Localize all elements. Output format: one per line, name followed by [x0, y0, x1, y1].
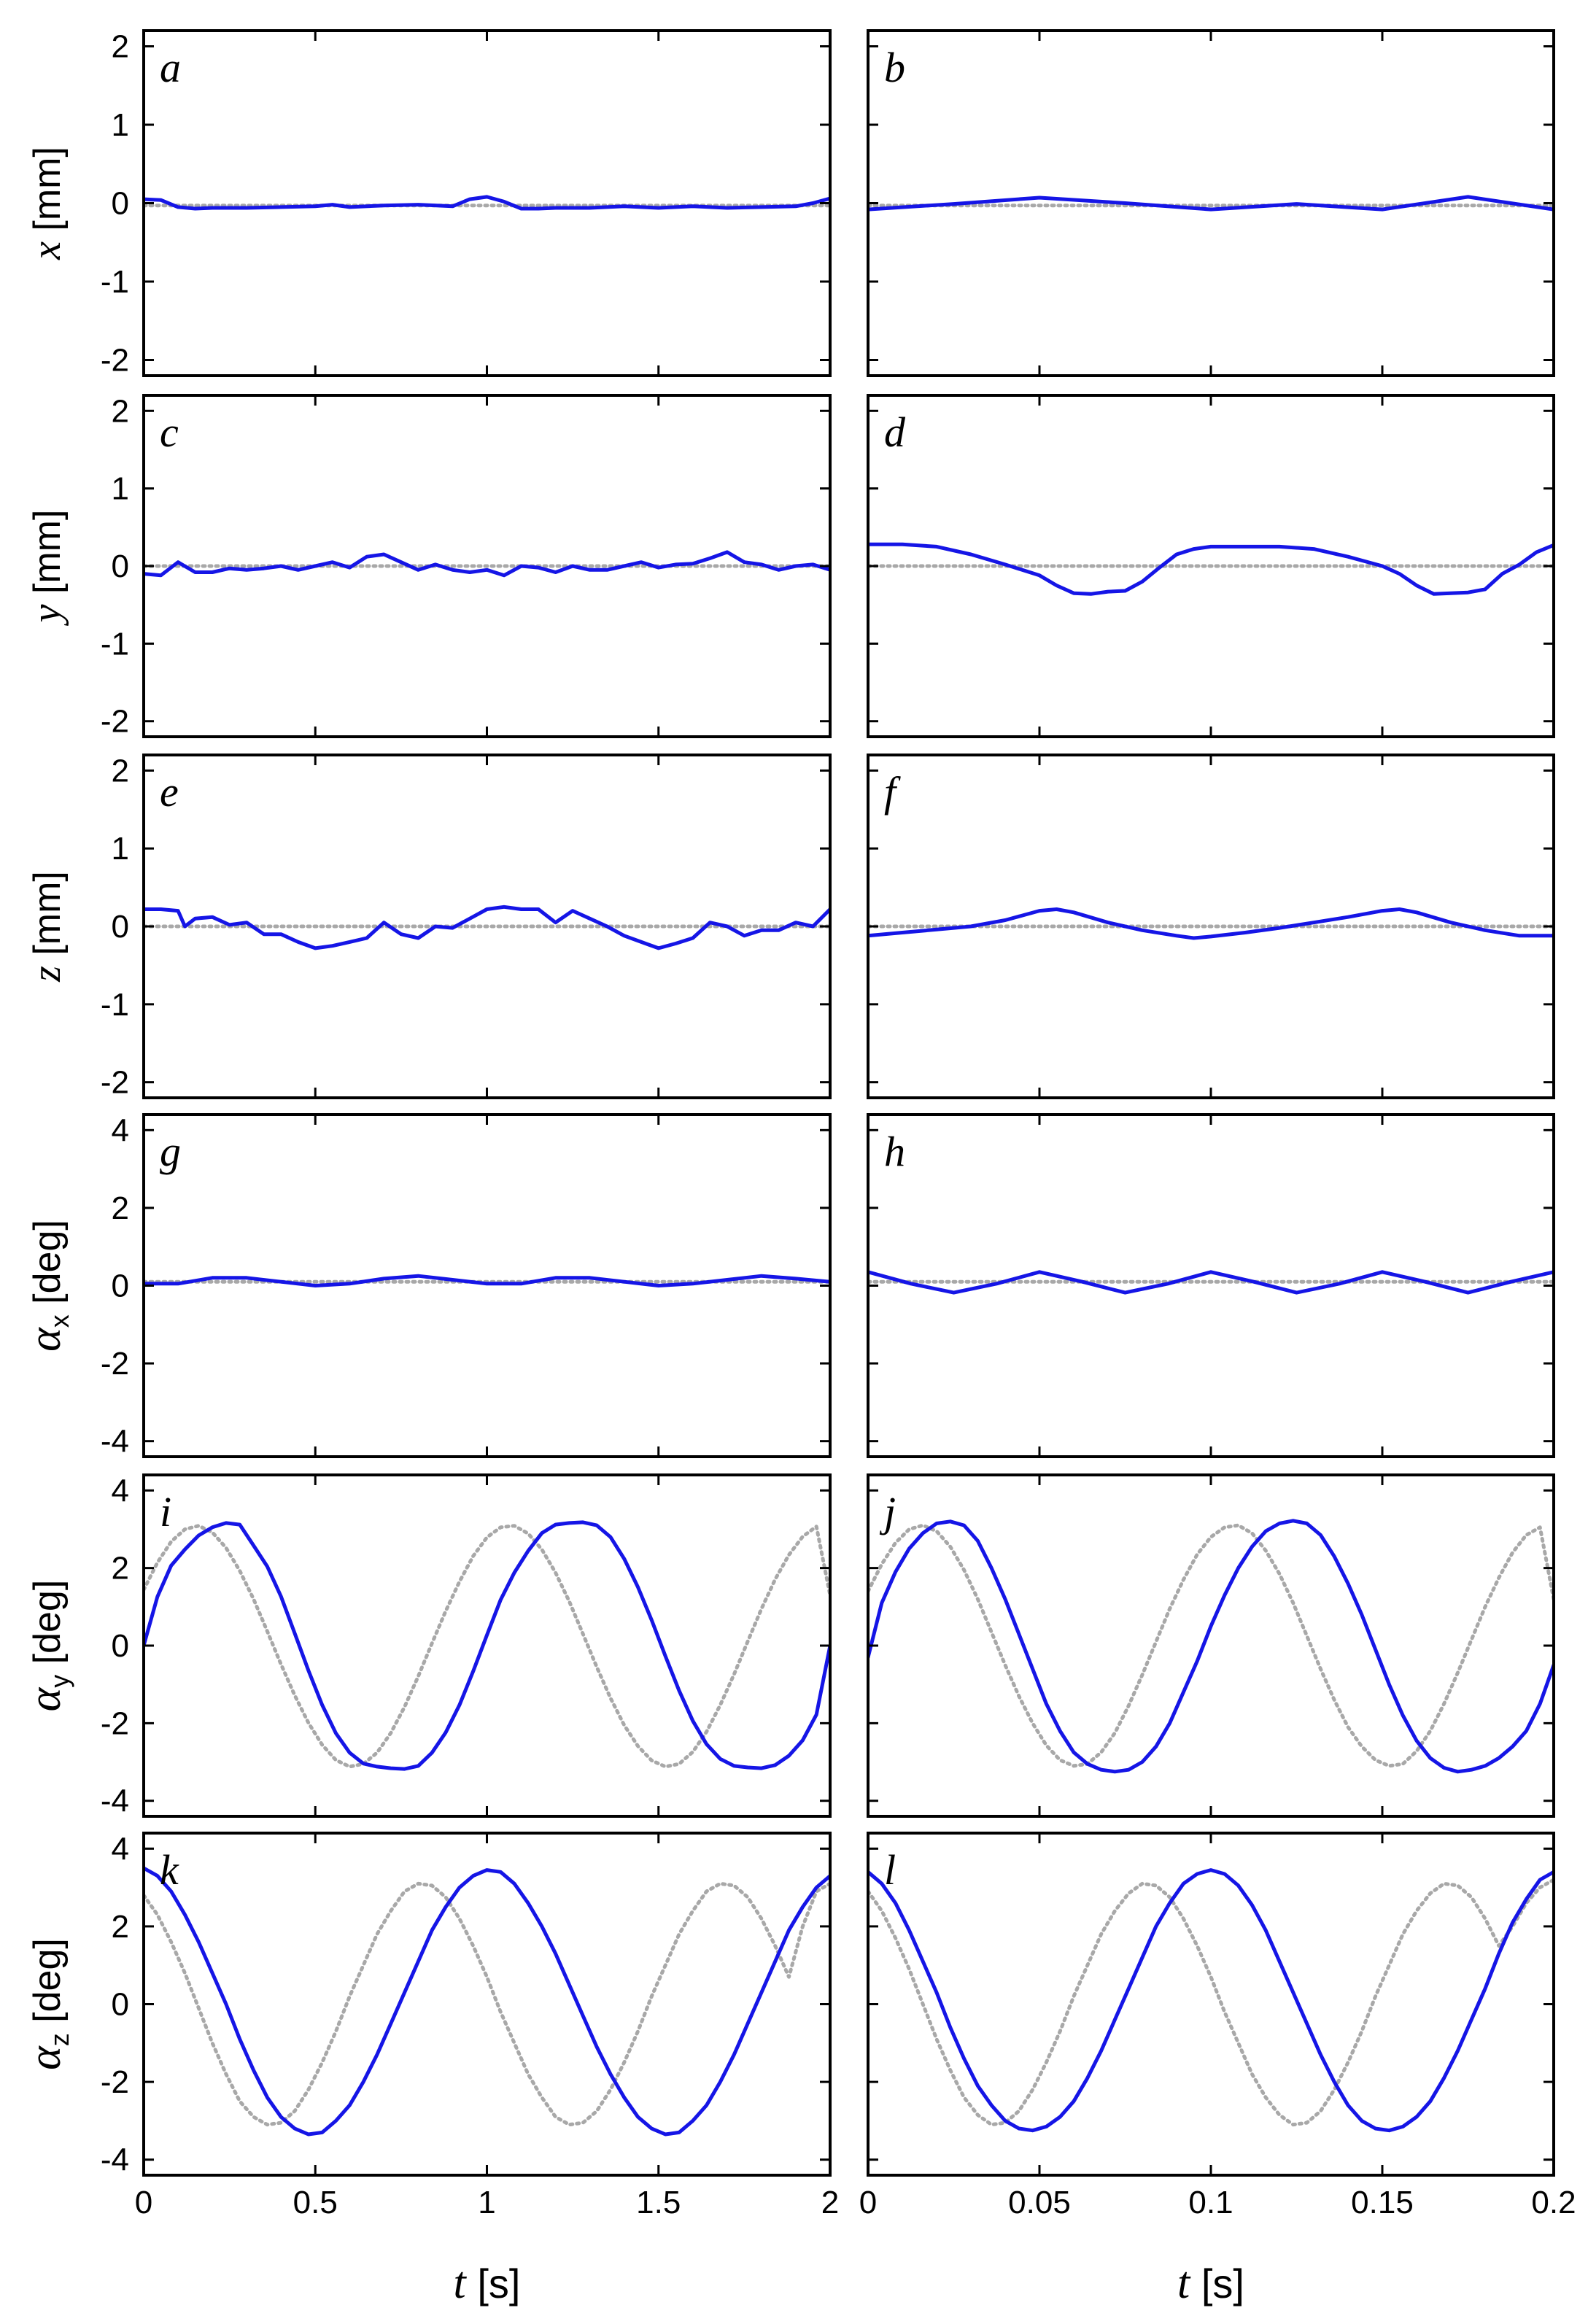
series-measured-line [144, 550, 830, 578]
ytick-label: -1 [101, 626, 129, 662]
series-reference-line [144, 1524, 830, 1769]
panel-d: d [867, 394, 1555, 738]
ytick-label: -2 [101, 1346, 129, 1382]
ytick-label: -4 [101, 1783, 129, 1819]
panel-i: -4 -2 0 2 4 i αy [deg] [20, 1473, 832, 1819]
panel-a: -2 -1 0 1 2 a x [mm] [24, 29, 832, 379]
panel-letter: e [160, 768, 179, 816]
ytick-label: 1 [112, 471, 129, 507]
ytick-label: -2 [101, 1065, 129, 1101]
ytick-label: 4 [112, 1473, 129, 1508]
xtick-label: 0.05 [1008, 2185, 1071, 2220]
ytick-label: -2 [101, 2064, 129, 2100]
xlabel-right: t [s] [1177, 2258, 1244, 2308]
panel-f: f [867, 754, 1555, 1099]
ytick-label: 0 [112, 1268, 129, 1304]
series-reference-line [144, 1881, 830, 2127]
ytick-label: 2 [112, 1551, 129, 1587]
panel-letter: l [884, 1846, 896, 1894]
axes-frame [142, 1113, 832, 1458]
panel-letter: h [884, 1128, 905, 1175]
axes-frame [867, 1473, 1555, 1818]
panel-j: j [867, 1473, 1555, 1818]
axes-frame [142, 1473, 832, 1818]
ytick-label: 0 [112, 1987, 129, 2023]
xtick-label: 2 [821, 2185, 839, 2220]
series-measured-line [144, 905, 830, 950]
axes-frame [867, 1113, 1555, 1458]
ytick-label: -1 [101, 987, 129, 1023]
panel-letter: f [884, 768, 901, 816]
ytick-label: -1 [101, 264, 129, 300]
xtick-label: 1 [478, 2185, 495, 2220]
series-reference-line [868, 1878, 1554, 2127]
ytick-label: 1 [112, 107, 129, 143]
series-measured-line [144, 195, 830, 211]
panel-letter: a [160, 44, 181, 91]
ytick-label: -2 [101, 704, 129, 740]
ytick-label: 2 [112, 1190, 129, 1226]
series-reference-line [868, 1523, 1554, 1768]
panel-letter: i [160, 1488, 171, 1535]
axes-frame [142, 29, 832, 377]
panel-c: -2 -1 0 1 2 c y [mm] [24, 393, 832, 740]
panel-letter: d [884, 408, 906, 456]
ylabel: αz [deg] [20, 1938, 74, 2070]
series-measured-line [868, 1868, 1554, 2133]
ytick-label: 0 [112, 909, 129, 945]
panel-g: -4 -2 0 2 4 g αx [deg] [20, 1112, 832, 1460]
series-measured-line [868, 1519, 1554, 1774]
panel-letter: j [879, 1488, 896, 1535]
ytick-label: 0 [112, 186, 129, 222]
ytick-label: 2 [112, 753, 129, 789]
panel-h: h [867, 1113, 1555, 1458]
ytick-label: -2 [101, 343, 129, 379]
xtick-label: 1.5 [636, 2185, 681, 2220]
ytick-label: 0 [112, 549, 129, 584]
panel-letter: b [884, 44, 905, 91]
ytick-label: 2 [112, 29, 129, 65]
series-measured-line [868, 907, 1554, 940]
series-measured-line [144, 1274, 830, 1287]
xtick-label: 0.5 [293, 2185, 338, 2220]
ytick-label: 2 [112, 1909, 129, 1945]
ytick-label: 0 [112, 1628, 129, 1664]
ylabel: x [mm] [24, 147, 69, 260]
xtick-label: 0 [135, 2185, 152, 2220]
ytick-label: 2 [112, 393, 129, 429]
ylabel: z [mm] [24, 871, 69, 983]
xtick-label: 0.2 [1531, 2185, 1576, 2220]
panel-letter: c [160, 408, 179, 456]
panel-letter: g [160, 1128, 181, 1175]
ytick-label: -4 [101, 1424, 129, 1460]
series-measured-line [868, 542, 1554, 596]
panel-l: 0 0.05 0.1 0.15 0.2 l [859, 1832, 1576, 2220]
ytick-label: 4 [112, 1112, 129, 1148]
ylabel: y [mm] [24, 510, 69, 627]
ylabel: αx [deg] [20, 1220, 74, 1352]
series-measured-line [868, 1270, 1554, 1295]
xlabel-left: t [s] [454, 2258, 521, 2308]
ytick-label: 1 [112, 831, 129, 867]
panel-b: b [867, 29, 1555, 377]
xtick-label: 0.15 [1351, 2185, 1414, 2220]
panel-letter: k [160, 1846, 179, 1894]
series-measured-line [144, 1520, 830, 1771]
ytick-label: -4 [101, 2142, 129, 2178]
series-measured-line [868, 195, 1554, 212]
xtick-label: 0.1 [1188, 2185, 1233, 2220]
ytick-label: 4 [112, 1831, 129, 1867]
xtick-label: 0 [859, 2185, 877, 2220]
ytick-label: -2 [101, 1705, 129, 1741]
panel-e: -2 -1 0 1 2 e z [mm] [24, 753, 832, 1101]
series-measured-line [144, 1866, 830, 2137]
axes-frame [142, 1832, 832, 2177]
ylabel: αy [deg] [20, 1580, 74, 1712]
